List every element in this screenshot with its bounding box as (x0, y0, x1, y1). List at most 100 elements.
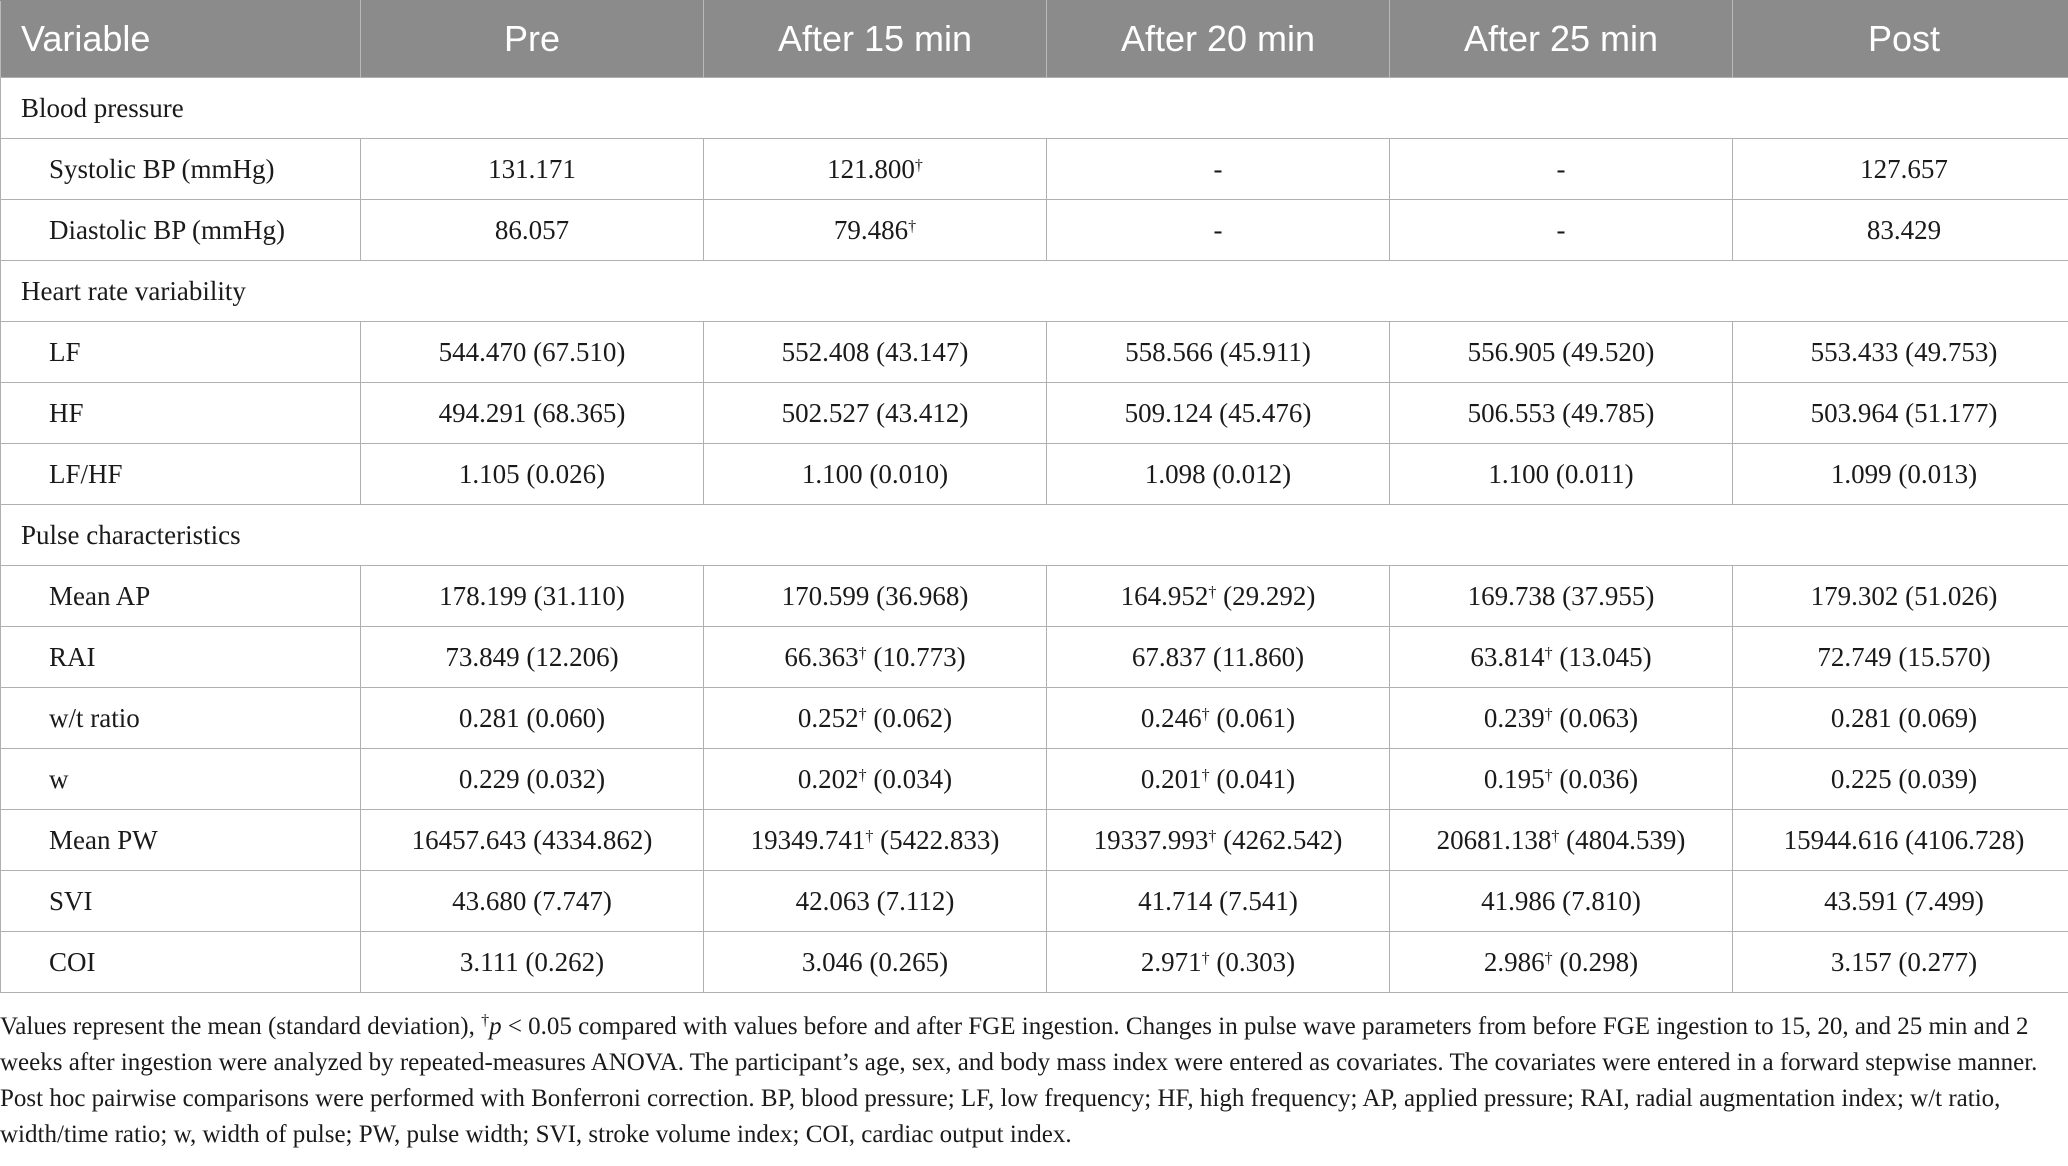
cell-mean: 3.157 (1830, 946, 1892, 977)
significance-dagger: † (1544, 949, 1553, 967)
table-cell: 43.591 (7.499) (1732, 870, 2068, 932)
cell-mean: 1.099 (1830, 458, 1892, 489)
section-row: Heart rate variability (0, 260, 2068, 322)
table-container: Variable Pre After 15 min After 20 min A… (0, 0, 2068, 993)
table-cell: 41.986 (7.810) (1389, 870, 1733, 932)
cell-mean: 552.408 (781, 336, 870, 367)
variable-label: RAI (0, 626, 361, 688)
cell-mean: 73.849 (445, 641, 520, 672)
header-after-20-min: After 20 min (1046, 0, 1390, 78)
cell-sd: (0.034) (873, 763, 953, 794)
cell-sd: (43.147) (876, 336, 969, 367)
table-cell: 0.281 (0.060) (360, 687, 704, 749)
significance-dagger: † (1201, 705, 1210, 723)
cell-sd: (0.069) (1898, 702, 1978, 733)
table-cell: 1.100 (0.011) (1389, 443, 1733, 505)
significance-dagger: † (1544, 766, 1553, 784)
table-cell: 86.057 (360, 199, 704, 261)
cell-mean: 509.124 (1124, 397, 1213, 428)
cell-mean: 19337.993 (1093, 824, 1209, 855)
cell-mean: 41.714 (1138, 885, 1213, 916)
cell-mean: 502.527 (781, 397, 870, 428)
table-row: SVI 43.680 (7.747) 42.063 (7.112) 41.714 (7… (0, 870, 2068, 932)
cell-sd: (4262.542) (1223, 824, 1343, 855)
footnote-text: < 0.05 compared with values before and a… (0, 1013, 2038, 1148)
cell-mean: 67.837 (1131, 641, 1207, 672)
cell-mean: 1.098 (1144, 458, 1206, 489)
significance-dagger: † (1544, 705, 1553, 723)
table-cell: 503.964 (51.177) (1732, 382, 2068, 444)
table-cell: 170.599 (36.968) (703, 565, 1047, 627)
table-row: COI 3.111 (0.262) 3.046 (0.265) 2.971† (0.3… (0, 931, 2068, 993)
cell-sd: (37.955) (1562, 580, 1655, 611)
cell-sd: (7.810) (1562, 885, 1641, 916)
cell-sd: (0.262) (525, 946, 605, 977)
variable-label: LF (0, 321, 361, 383)
cell-sd: (0.032) (526, 763, 606, 794)
cell-mean: 20681.138 (1436, 824, 1552, 855)
table-cell: 544.470 (67.510) (360, 321, 704, 383)
table-cell: 169.738 (37.955) (1389, 565, 1733, 627)
cell-mean: 0.252 (797, 702, 859, 733)
cell-mean: 121.800 (827, 153, 915, 184)
cell-sd: (0.013) (1898, 458, 1978, 489)
table-cell: 1.100 (0.010) (703, 443, 1047, 505)
cell-mean: 79.486 (833, 214, 909, 245)
cell-mean: 127.657 (1860, 153, 1948, 184)
table-cell: 0.239† (0.063) (1389, 687, 1733, 749)
cell-mean: - (1213, 214, 1223, 245)
cell-mean: 15944.616 (1783, 824, 1899, 855)
cell-sd: (0.036) (1559, 763, 1639, 794)
table-row: Diastolic BP (mmHg) 86.057 79.486† - - 83.429 (0, 199, 2068, 261)
cell-mean: 2.986 (1483, 946, 1545, 977)
table-cell: 3.046 (0.265) (703, 931, 1047, 993)
cell-sd: (12.206) (526, 641, 619, 672)
cell-sd: (49.785) (1562, 397, 1655, 428)
section-label: Pulse characteristics (0, 504, 2068, 566)
cell-sd: (67.510) (533, 336, 626, 367)
cell-mean: 0.229 (458, 763, 520, 794)
table-cell: 41.714 (7.541) (1046, 870, 1390, 932)
table-cell: 19349.741† (5422.833) (703, 809, 1047, 871)
variable-label: SVI (0, 870, 361, 932)
cell-mean: 3.111 (459, 946, 519, 977)
cell-sd: (0.010) (869, 458, 949, 489)
table-cell: 552.408 (43.147) (703, 321, 1047, 383)
results-table: Variable Pre After 15 min After 20 min A… (0, 0, 2068, 993)
cell-sd: (0.039) (1898, 763, 1978, 794)
table-cell: 83.429 (1732, 199, 2068, 261)
cell-mean: 0.201 (1140, 763, 1202, 794)
cell-mean: 1.100 (1488, 458, 1550, 489)
table-cell: 0.229 (0.032) (360, 748, 704, 810)
table-row: Systolic BP (mmHg) 131.171 121.800† - - 127.6… (0, 138, 2068, 200)
table-row: Mean PW 16457.643 (4334.862) 19349.741† (5… (0, 809, 2068, 871)
table-cell: 494.291 (68.365) (360, 382, 704, 444)
cell-sd: (0.062) (873, 702, 953, 733)
table-cell: 63.814† (13.045) (1389, 626, 1733, 688)
cell-mean: 0.281 (458, 702, 520, 733)
table-cell: 3.111 (0.262) (360, 931, 704, 993)
cell-mean: 0.202 (797, 763, 859, 794)
cell-mean: 2.971 (1140, 946, 1202, 977)
variable-label: LF/HF (0, 443, 361, 505)
significance-dagger: † (1544, 644, 1553, 662)
table-cell: 0.201† (0.041) (1046, 748, 1390, 810)
table-cell: 164.952† (29.292) (1046, 565, 1390, 627)
table-cell: 72.749 (15.570) (1732, 626, 2068, 688)
cell-sd: (68.365) (533, 397, 626, 428)
table-cell: 178.199 (31.110) (360, 565, 704, 627)
cell-mean: 43.680 (452, 885, 527, 916)
table-cell: 15944.616 (4106.728) (1732, 809, 2068, 871)
header-post: Post (1732, 0, 2068, 78)
variable-label: w (0, 748, 361, 810)
cell-sd: (10.773) (873, 641, 966, 672)
cell-sd: (51.026) (1905, 580, 1998, 611)
cell-mean: 86.057 (494, 214, 570, 245)
cell-sd: (7.541) (1219, 885, 1298, 916)
variable-label: Diastolic BP (mmHg) (0, 199, 361, 261)
table-cell: 16457.643 (4334.862) (360, 809, 704, 871)
cell-mean: 544.470 (438, 336, 527, 367)
cell-mean: 506.553 (1467, 397, 1556, 428)
table-cell: 502.527 (43.412) (703, 382, 1047, 444)
table-cell: 0.202† (0.034) (703, 748, 1047, 810)
